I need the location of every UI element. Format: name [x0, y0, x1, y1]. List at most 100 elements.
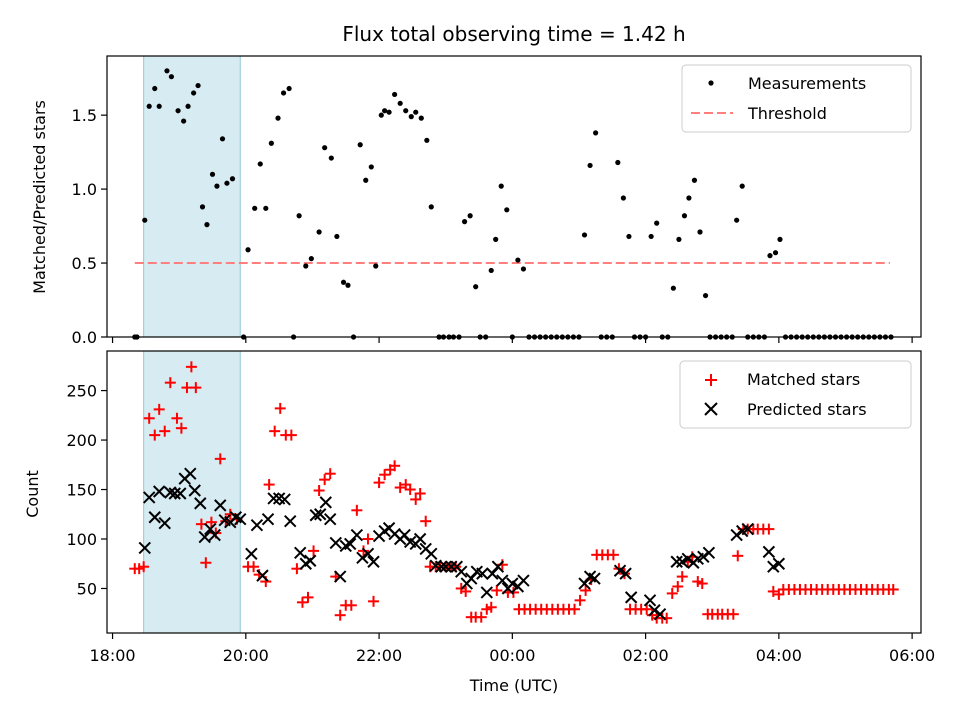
measurement-point: [357, 142, 363, 148]
predicted-star-point: [234, 513, 247, 526]
predicted-star-point: [138, 541, 151, 555]
predicted-star-point: [476, 567, 489, 580]
predicted-star-point: [681, 552, 695, 565]
predicted-star-point: [588, 572, 601, 585]
bottom-y-axis-ticks: 50 100 150 200 250: [66, 382, 107, 598]
matched-star-point: [475, 611, 487, 623]
predicted-star-point: [304, 554, 317, 567]
top-panel: Flux total observing time = 1.42 h 0.00.…: [30, 22, 922, 347]
measurement-point: [168, 74, 175, 80]
predicted-star-point: [333, 570, 347, 583]
predicted-star-point: [284, 514, 297, 528]
matched-star-point: [263, 479, 275, 491]
measurement-point: [587, 162, 593, 169]
predicted-star-point: [496, 574, 509, 587]
measurement-point: [777, 236, 783, 242]
matched-star-point: [153, 403, 165, 415]
matched-star-point: [205, 516, 217, 528]
legend-matched-label: Matched stars: [747, 370, 860, 389]
bottom-legend-box: [679, 360, 912, 429]
measurement-point: [152, 85, 158, 92]
measurement-point: [229, 176, 236, 182]
measurement-point: [413, 109, 419, 115]
measurement-point: [615, 159, 621, 166]
measurement-point: [275, 115, 281, 121]
measurement-point: [670, 285, 676, 291]
measurement-point: [156, 103, 162, 109]
measurement-point: [368, 164, 374, 170]
predicted-star-point: [164, 486, 177, 499]
measurement-point: [424, 137, 430, 143]
matched-star-point: [248, 561, 260, 573]
measurement-point: [322, 145, 328, 151]
matched-star-point: [666, 587, 678, 599]
predicted-star-point: [324, 513, 337, 526]
matched-star-point: [404, 484, 416, 496]
predicted-star-point: [152, 485, 166, 498]
measurement-point: [252, 205, 258, 211]
x-tick-label: 06:00: [889, 646, 935, 665]
predicted-star-point: [413, 532, 427, 546]
predicted-star-point: [517, 574, 530, 587]
matched-star-point: [296, 596, 308, 608]
predicted-star-point: [214, 499, 227, 512]
measurement-point: [199, 204, 206, 210]
measurement-point: [373, 263, 379, 269]
predicted-star-point: [256, 569, 269, 582]
matched-star-point: [379, 469, 391, 481]
top-y-axis-label: Matched/Predicted stars: [30, 100, 49, 294]
x-tick-label: 04:00: [756, 646, 802, 665]
predicted-star-point: [168, 487, 181, 500]
predicted-star-point: [741, 522, 754, 536]
legend-matched-marker: [705, 374, 717, 386]
measurement-point: [191, 90, 197, 96]
top-y-axis-ticks: 0.0 0.5 1.0 1.5: [72, 106, 107, 347]
matched-star-point: [672, 580, 684, 592]
measurement-point: [581, 232, 588, 238]
top-y-tick-label: 0.0: [72, 328, 97, 347]
measurement-point: [214, 183, 220, 189]
measurement-point: [626, 233, 632, 240]
matched-star-point: [351, 504, 363, 516]
measurement-point: [593, 130, 599, 136]
measurement-point: [386, 109, 392, 115]
top-plot-frame: [106, 55, 922, 338]
matched-star-point: [313, 485, 325, 497]
matched-star-point: [285, 429, 297, 441]
predicted-star-point: [653, 607, 667, 621]
matched-star-point: [580, 584, 592, 596]
matched-star-point: [214, 453, 226, 465]
predicted-star-point: [158, 516, 171, 530]
matched-star-point: [460, 585, 472, 597]
predicted-star-point: [174, 487, 187, 500]
measurement-point: [382, 108, 388, 114]
measurement-point: [280, 90, 287, 96]
measurement-point: [378, 112, 384, 118]
predicted-star-point: [343, 537, 357, 551]
measurement-point: [175, 108, 181, 114]
measurement-point: [142, 217, 148, 223]
bottom-y-tick-label: 150: [66, 481, 97, 500]
measurement-point: [268, 140, 274, 146]
matched-star-point: [373, 477, 385, 489]
legend-predicted-marker: [704, 402, 718, 416]
measurement-point: [467, 213, 473, 219]
predicted-star-point: [491, 560, 505, 573]
predicted-star-point: [148, 511, 161, 524]
predicted-star-point: [480, 586, 493, 599]
matched-star-point: [190, 382, 202, 394]
top-y-tick-label: 1.5: [72, 106, 97, 125]
chart-title: Flux total observing time = 1.42 h: [342, 22, 685, 46]
predicted-star-point: [245, 547, 258, 561]
measurement-point: [403, 108, 409, 114]
predicted-star-point: [619, 567, 632, 580]
matched-star-point: [507, 586, 519, 598]
predicted-stars-series: [138, 467, 786, 621]
bottom-legend: Matched stars Predicted stars: [679, 360, 912, 429]
predicted-star-point: [319, 496, 332, 509]
predicted-star-point: [455, 565, 468, 578]
matched-star-point: [185, 361, 197, 373]
matched-star-point: [274, 402, 286, 414]
matched-star-point: [641, 603, 653, 615]
